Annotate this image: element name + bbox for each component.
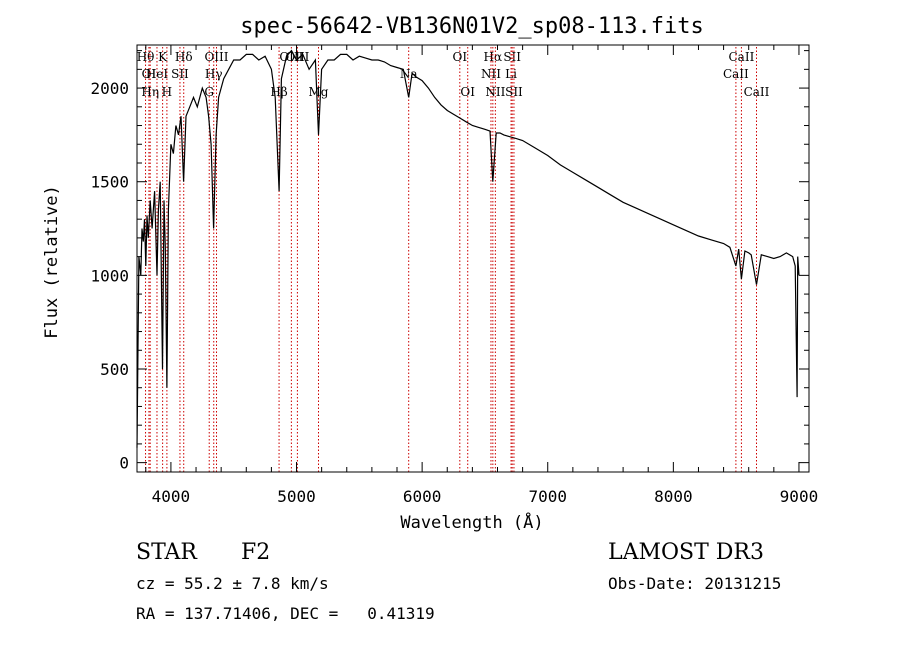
line-marker-label: OI	[142, 67, 157, 81]
line-marker-label: SII	[505, 85, 523, 99]
x-tick-label: 4000	[152, 487, 191, 506]
x-tick-label: 9000	[780, 487, 819, 506]
chart-title: spec-56642-VB136N01V2_sp08-113.fits	[240, 14, 704, 39]
line-marker-label: SII	[171, 67, 189, 81]
line-marker-label: CaII	[744, 85, 770, 99]
line-marker-label: CaII	[729, 50, 755, 64]
line-marker-label: OIII	[285, 50, 309, 64]
line-marker-label: H	[162, 85, 172, 99]
y-tick-label: 1500	[90, 173, 129, 192]
y-axis-label: Flux (relative)	[42, 185, 62, 339]
survey-name: LAMOST DR3	[608, 540, 764, 565]
line-marker-label: OI	[460, 85, 475, 99]
line-marker-label: HeI	[146, 67, 169, 81]
spectral-subclass: F2	[241, 540, 271, 565]
coordinates-readout: RA = 137.71406, DEC = 0.41319	[136, 604, 435, 623]
line-marker-label: OIII	[204, 50, 228, 64]
line-marker-label: Hδ	[175, 50, 193, 64]
x-tick-label: 6000	[403, 487, 442, 506]
line-marker-label: Mg	[309, 85, 329, 99]
x-tick-label: 5000	[277, 487, 316, 506]
redshift-readout: cz = 55.2 ± 7.8 km/s	[136, 574, 329, 593]
y-tick-label: 500	[100, 360, 129, 379]
x-axis-ticks: 4000 5000 6000 7000 8000 9000	[145, 45, 819, 506]
x-tick-label: 8000	[654, 487, 693, 506]
line-marker-label: Hθ	[137, 50, 155, 64]
line-marker-label: CaII	[723, 67, 749, 81]
spectrum-series-line	[136, 49, 800, 448]
object-class: STAR	[136, 540, 197, 565]
line-marker-label: NII	[485, 85, 505, 99]
line-marker-label: Li	[505, 67, 517, 81]
line-marker-label: Hγ	[205, 67, 223, 81]
y-tick-label: 2000	[90, 79, 129, 98]
line-marker-label: Hη	[141, 85, 159, 99]
line-marker-label: Hβ	[270, 85, 287, 99]
line-marker-label: OI	[453, 50, 468, 64]
line-marker-label: Hα	[484, 50, 503, 64]
y-axis-ticks: 0 500 1000 1500 2000	[90, 50, 809, 473]
line-marker-label: G	[204, 85, 214, 99]
obs-date: Obs-Date: 20131215	[608, 574, 782, 593]
line-marker-label: SII	[503, 50, 521, 64]
line-marker-label: K	[158, 50, 168, 64]
x-tick-label: 7000	[528, 487, 567, 506]
x-axis-label: Wavelength (Å)	[400, 511, 543, 533]
plot-frame	[136, 44, 810, 473]
y-tick-label: 1000	[90, 266, 129, 285]
line-marker-label: NII	[481, 67, 501, 81]
y-tick-label: 0	[119, 454, 129, 473]
